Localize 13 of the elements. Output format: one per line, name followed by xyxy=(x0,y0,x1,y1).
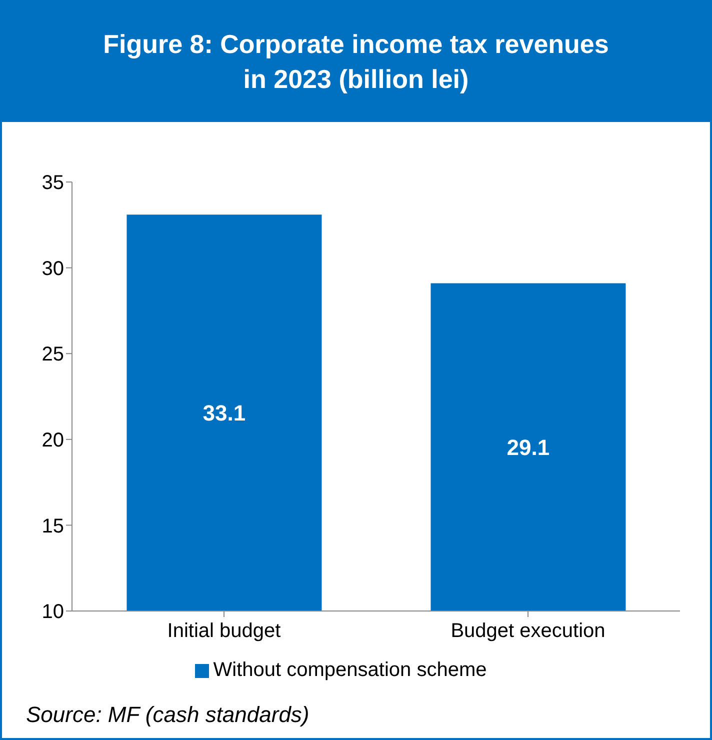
legend-label: Without compensation scheme xyxy=(213,659,487,681)
source-note: Source: MF (cash standards) xyxy=(26,702,310,728)
chart-title: Figure 8: Corporate income tax revenues in 2023 (billion lei) xyxy=(2,2,710,122)
x-tick-label: Initial budget xyxy=(167,620,282,642)
y-tick-label: 35 xyxy=(42,172,64,194)
y-tick-label: 25 xyxy=(42,344,64,366)
data-label: 33.1 xyxy=(202,400,246,426)
y-tick-label: 15 xyxy=(42,515,64,538)
y-tick-label: 30 xyxy=(42,258,64,280)
y-tick-label: 20 xyxy=(42,430,64,452)
y-tick-label: 10 xyxy=(42,601,64,624)
x-tick-label: Budget execution xyxy=(450,620,606,642)
data-label: 29.1 xyxy=(506,434,550,460)
